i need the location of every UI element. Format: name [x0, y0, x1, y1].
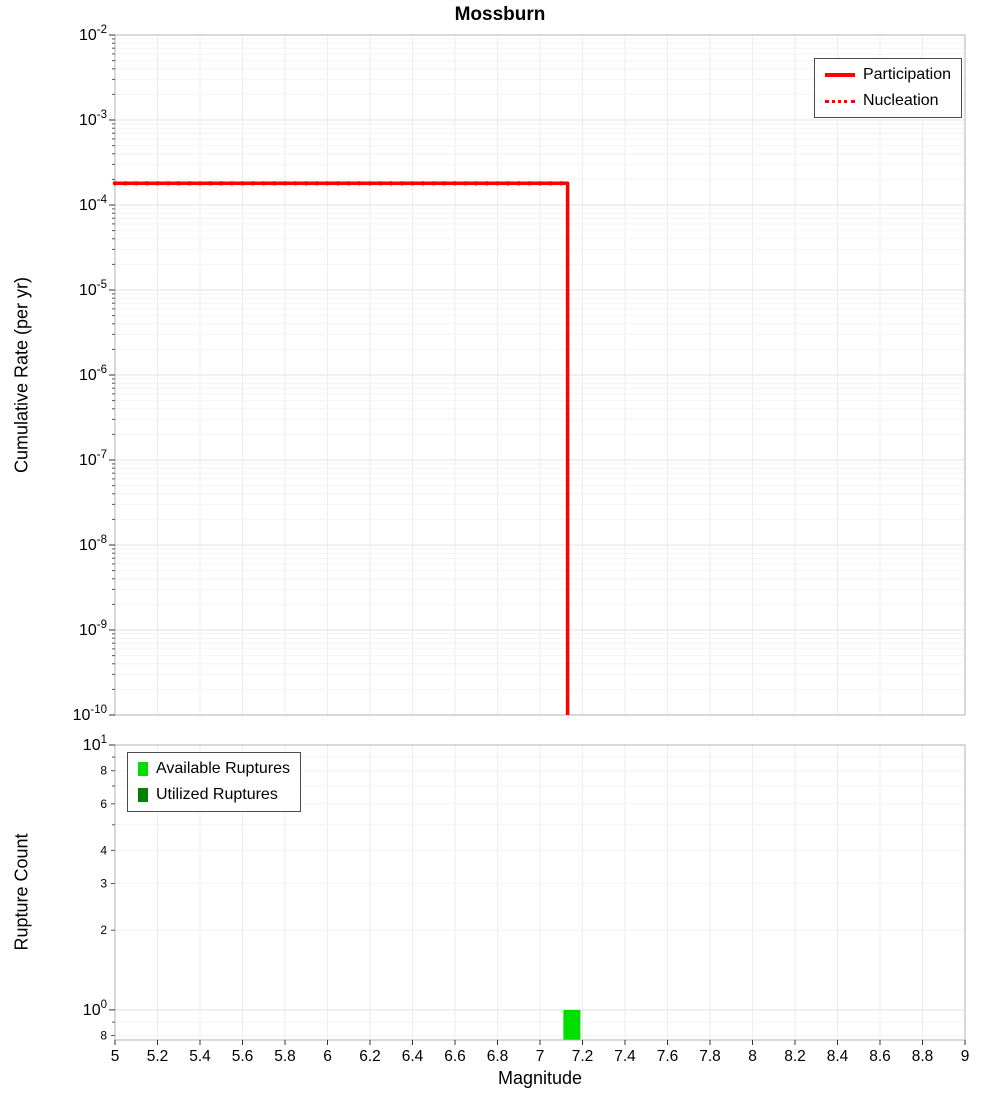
- svg-text:5.6: 5.6: [232, 1048, 254, 1065]
- svg-text:6.2: 6.2: [359, 1048, 381, 1065]
- svg-text:7.6: 7.6: [657, 1048, 679, 1065]
- svg-text:10-7: 10-7: [79, 449, 107, 469]
- chart-title: Mossburn: [454, 4, 546, 25]
- legend-item-available-ruptures: Available Ruptures: [138, 759, 290, 779]
- legend-item-participation: Participation: [824, 65, 951, 85]
- svg-text:10-10: 10-10: [73, 704, 107, 724]
- svg-text:7: 7: [536, 1048, 545, 1065]
- svg-text:7.4: 7.4: [614, 1048, 636, 1065]
- svg-text:10-9: 10-9: [79, 619, 107, 639]
- svg-text:5: 5: [111, 1048, 120, 1065]
- nucleation-line-sample: [824, 99, 855, 103]
- svg-text:5.4: 5.4: [189, 1048, 211, 1065]
- legend-item-utilized-ruptures: Utilized Ruptures: [138, 785, 290, 805]
- svg-text:100: 100: [83, 999, 107, 1019]
- count-y-axis-label: Rupture Count: [11, 833, 32, 951]
- svg-text:6.6: 6.6: [444, 1048, 466, 1065]
- svg-text:8.8: 8.8: [912, 1048, 934, 1065]
- svg-text:5.2: 5.2: [147, 1048, 169, 1065]
- svg-text:10-8: 10-8: [79, 534, 107, 554]
- rupture-legend: Available Ruptures Utilized Ruptures: [127, 752, 302, 812]
- legend-label-nucleation: Nucleation: [862, 92, 939, 109]
- svg-text:8.6: 8.6: [869, 1048, 891, 1065]
- svg-text:5.8: 5.8: [274, 1048, 296, 1065]
- legend-item-nucleation: Nucleation: [824, 91, 951, 111]
- legend-label-participation: Participation: [862, 66, 951, 83]
- svg-text:7.8: 7.8: [699, 1048, 721, 1065]
- svg-text:10-5: 10-5: [79, 279, 107, 299]
- svg-text:7.2: 7.2: [572, 1048, 594, 1065]
- svg-text:10-3: 10-3: [79, 109, 107, 129]
- svg-text:10-4: 10-4: [79, 194, 108, 214]
- svg-text:8: 8: [748, 1048, 757, 1065]
- svg-text:101: 101: [83, 734, 107, 754]
- svg-text:6.4: 6.4: [402, 1048, 424, 1065]
- legend-label-available-ruptures: Available Ruptures: [156, 760, 291, 777]
- svg-text:6.8: 6.8: [487, 1048, 509, 1065]
- svg-text:8: 8: [100, 1029, 107, 1043]
- svg-text:2: 2: [100, 923, 107, 937]
- svg-text:10-2: 10-2: [79, 24, 107, 44]
- svg-text:4: 4: [100, 843, 107, 857]
- utilized-ruptures-swatch: [138, 788, 148, 802]
- svg-text:6: 6: [323, 1048, 332, 1065]
- svg-text:3: 3: [100, 877, 107, 891]
- svg-text:8: 8: [100, 764, 107, 778]
- svg-text:8.4: 8.4: [827, 1048, 849, 1065]
- svg-text:8.2: 8.2: [784, 1048, 806, 1065]
- rate-legend: Participation Nucleation: [813, 58, 962, 118]
- svg-text:6: 6: [100, 797, 107, 811]
- svg-text:10-6: 10-6: [79, 364, 107, 384]
- x-axis-label: Magnitude: [497, 1068, 583, 1088]
- participation-line-sample: [824, 73, 855, 77]
- legend-label-utilized-ruptures: Utilized Ruptures: [156, 786, 278, 803]
- available-ruptures-swatch: [138, 762, 148, 776]
- rate-y-axis-label: Cumulative Rate (per yr): [11, 276, 32, 474]
- svg-text:9: 9: [961, 1048, 970, 1065]
